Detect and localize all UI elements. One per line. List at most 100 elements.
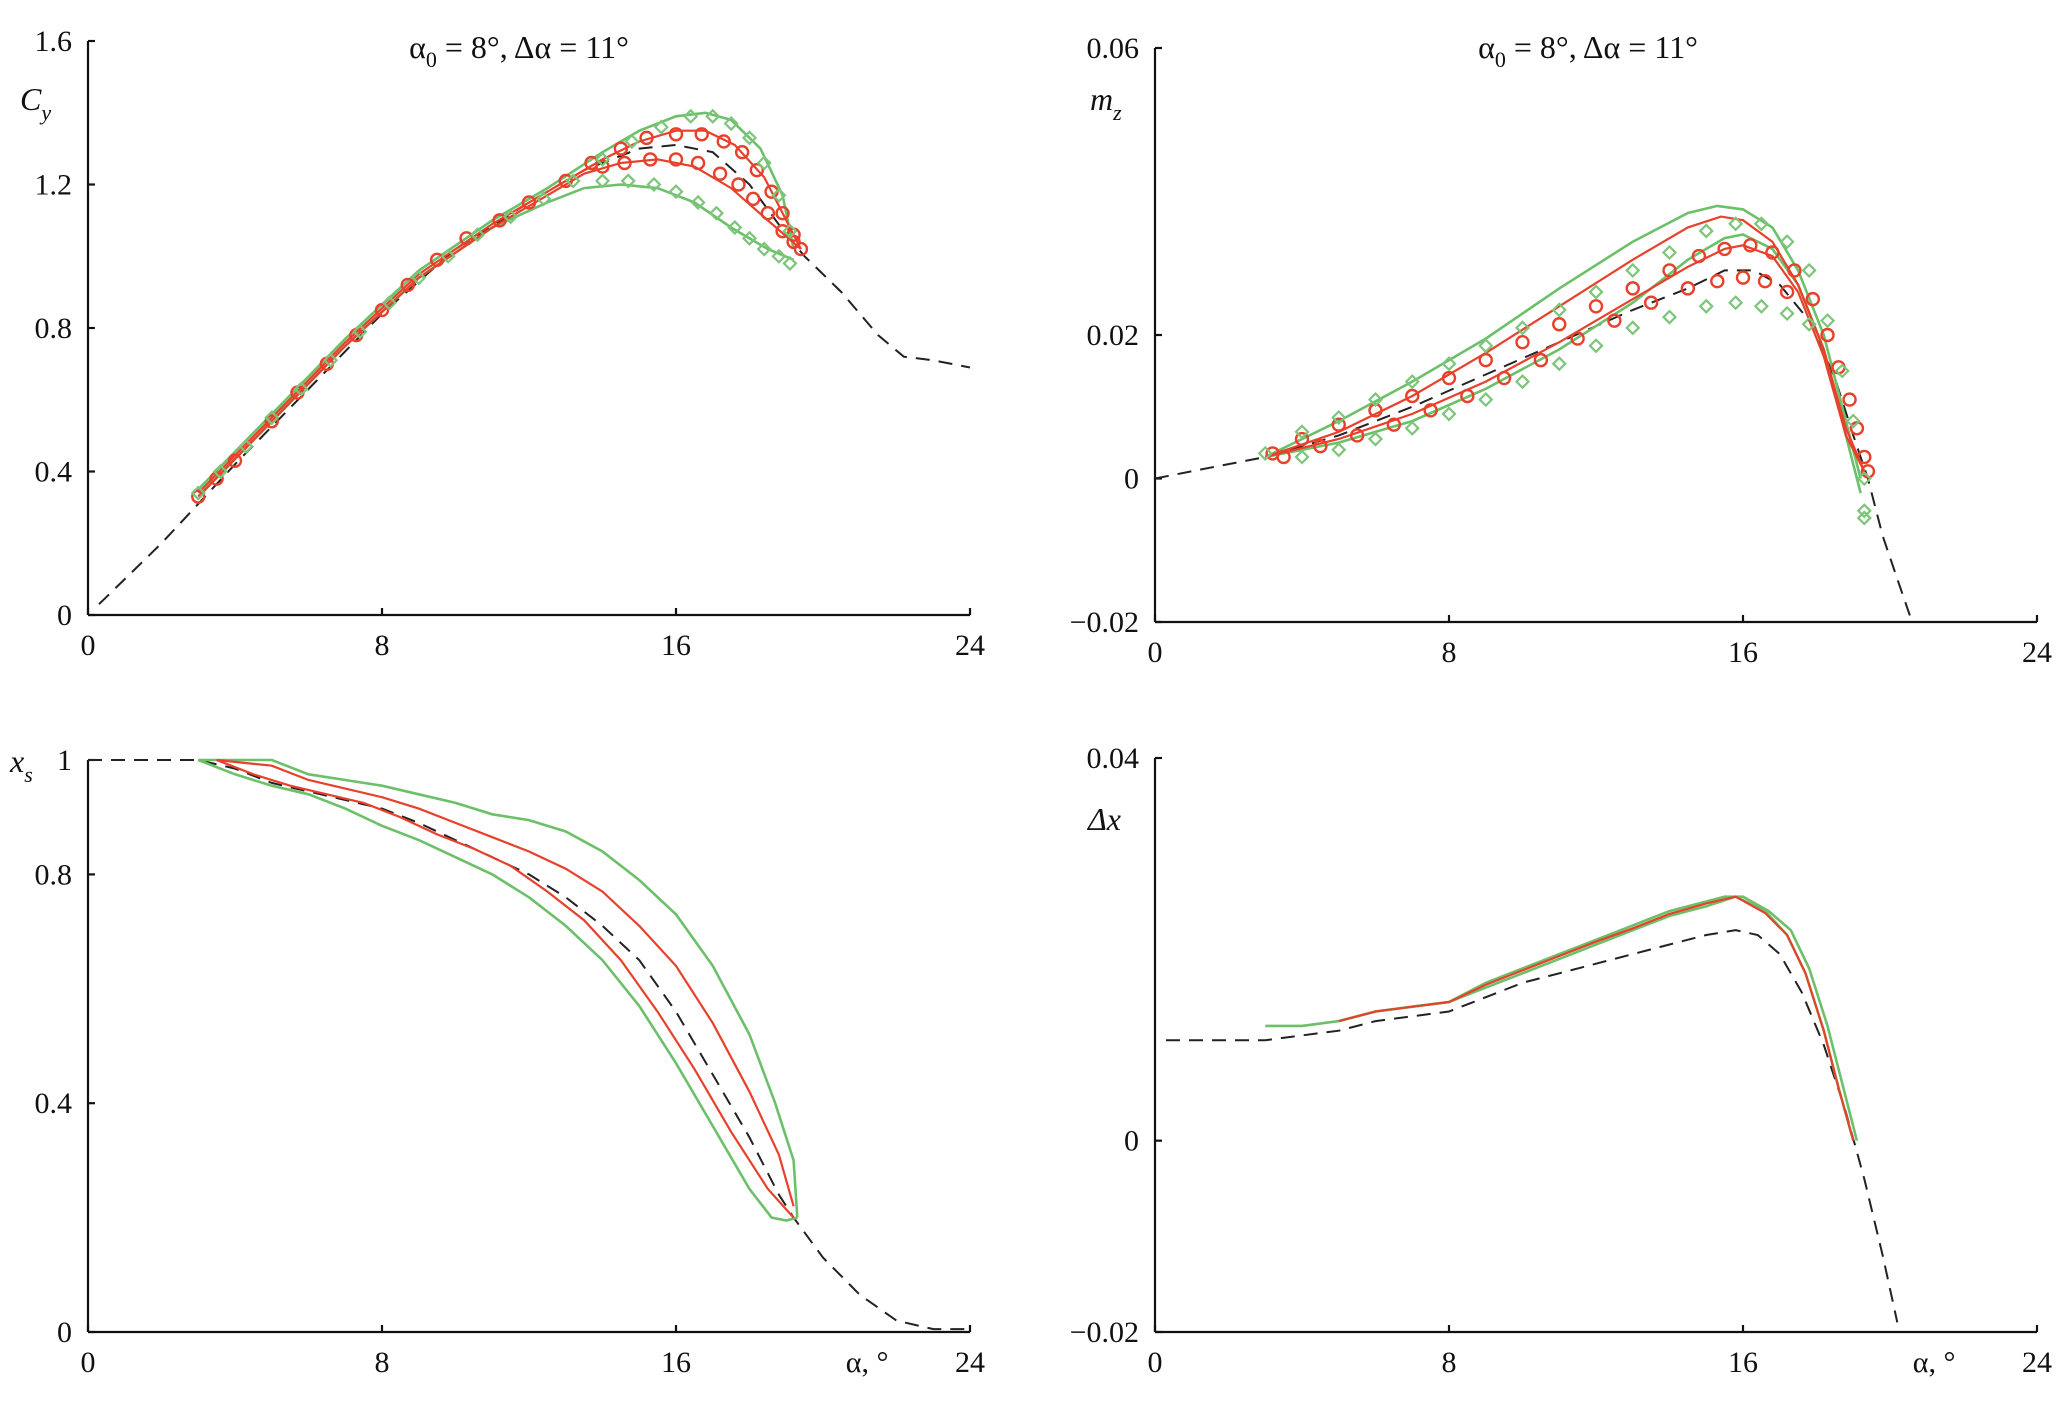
series-green-diamonds-upper bbox=[190, 108, 798, 501]
data-point-diamond bbox=[1367, 431, 1384, 447]
data-point-diamond bbox=[1367, 392, 1384, 408]
data-point-circle bbox=[1313, 439, 1328, 454]
y-tick-label: 0 bbox=[57, 1316, 72, 1349]
data-point-diamond bbox=[653, 119, 669, 135]
data-point-diamond bbox=[723, 115, 739, 132]
data-point-circle bbox=[643, 152, 658, 167]
data-point-diamond bbox=[1294, 424, 1310, 440]
data-point-diamond bbox=[293, 381, 309, 397]
series-line bbox=[197, 111, 795, 491]
series-line bbox=[1264, 204, 1862, 479]
data-point-circle bbox=[1779, 284, 1795, 300]
data-point-diamond bbox=[1551, 302, 1567, 318]
x-tick-label: 8 bbox=[1442, 1346, 1457, 1379]
data-point-diamond bbox=[1728, 295, 1744, 311]
data-point-diamond bbox=[771, 187, 787, 203]
series-line bbox=[197, 158, 802, 498]
data-point-diamond bbox=[1753, 298, 1769, 314]
y-axis-label: mz bbox=[1090, 81, 1122, 125]
data-point-diamond bbox=[1257, 445, 1273, 461]
data-point-diamond bbox=[503, 209, 519, 225]
data-point-diamond bbox=[1588, 338, 1604, 354]
x-tick-label: 8 bbox=[1442, 636, 1457, 669]
data-point-diamond bbox=[1801, 262, 1817, 278]
data-point-circle bbox=[400, 277, 415, 293]
y-tick-label: −0.02 bbox=[1070, 1316, 1139, 1349]
data-point-circle bbox=[1757, 273, 1773, 289]
data-point-circle bbox=[595, 159, 610, 174]
data-point-circle bbox=[690, 155, 706, 171]
series-red-circles-upper bbox=[191, 127, 809, 504]
series-line bbox=[1166, 929, 1899, 1323]
series-red-upper bbox=[1264, 215, 1866, 472]
data-point-circle bbox=[760, 205, 776, 221]
data-point-circle bbox=[1294, 431, 1310, 447]
panel-dx: 0 8 16 24 −0.02 0 0.04 Δx α, ° bbox=[1070, 742, 2052, 1379]
panel-cy: 0 8 16 24 0 0.4 0.8 1.2 1.6 Cy α0 = 8°, Δα = 11° bbox=[20, 25, 985, 662]
data-point-diamond bbox=[352, 324, 368, 340]
data-point-diamond bbox=[782, 255, 798, 271]
series-line bbox=[98, 143, 971, 605]
data-point-diamond bbox=[440, 248, 456, 264]
data-point-diamond bbox=[741, 130, 758, 146]
series-line bbox=[88, 759, 970, 1331]
y-axis-label: Cy bbox=[20, 81, 51, 125]
data-point-diamond bbox=[1856, 510, 1872, 526]
data-point-diamond bbox=[1331, 409, 1347, 426]
data-point-diamond bbox=[1404, 420, 1420, 436]
series-red-circles-upper bbox=[1265, 238, 1876, 479]
series-red-lower bbox=[216, 758, 795, 1219]
data-point-diamond bbox=[322, 352, 339, 368]
panel-xs: 0 8 16 24 0 0.4 0.8 1 xs α, ° bbox=[9, 743, 985, 1379]
series-line bbox=[1265, 233, 1862, 494]
x-tick-label: 0 bbox=[1148, 636, 1163, 669]
data-point-diamond bbox=[690, 194, 706, 210]
data-point-circle bbox=[1607, 313, 1622, 328]
data-point-circle bbox=[459, 231, 474, 246]
y-tick-label: 0.02 bbox=[1087, 319, 1140, 352]
data-point-diamond bbox=[536, 191, 552, 207]
x-tick-label: 24 bbox=[2022, 636, 2052, 669]
x-tick-label: 0 bbox=[81, 1346, 96, 1379]
data-point-circle bbox=[264, 414, 279, 429]
data-point-circle bbox=[775, 223, 790, 239]
series-green-upper bbox=[1265, 895, 1859, 1142]
x-tick-label: 16 bbox=[1728, 636, 1758, 669]
data-point-circle bbox=[558, 173, 573, 189]
data-point-diamond bbox=[1779, 305, 1795, 322]
y-tick-label: 1 bbox=[57, 744, 72, 777]
data-point-circle bbox=[1478, 352, 1493, 368]
data-point-diamond bbox=[756, 241, 772, 257]
data-point-circle bbox=[1331, 417, 1346, 432]
data-point-diamond bbox=[190, 485, 206, 501]
y-axis-label: Δx bbox=[1086, 801, 1121, 837]
data-point-diamond bbox=[741, 230, 758, 246]
series-line bbox=[198, 758, 799, 1218]
data-point-circle bbox=[1662, 263, 1677, 278]
data-point-diamond bbox=[1294, 449, 1310, 465]
data-point-diamond bbox=[594, 151, 611, 167]
y-tick-label: 0.4 bbox=[35, 1087, 73, 1120]
y-axis-label: xs bbox=[9, 743, 33, 787]
data-point-diamond bbox=[1661, 244, 1678, 261]
data-point-circle bbox=[731, 177, 746, 192]
x-tick-label: 16 bbox=[661, 1346, 691, 1379]
data-point-circle bbox=[668, 127, 684, 142]
data-point-diamond bbox=[212, 463, 228, 480]
x-tick-label: 16 bbox=[661, 629, 691, 662]
data-point-diamond bbox=[782, 223, 798, 239]
data-point-circle bbox=[745, 191, 761, 207]
series-line bbox=[1338, 895, 1855, 1141]
data-point-diamond bbox=[1441, 406, 1457, 422]
data-point-diamond bbox=[1834, 363, 1850, 379]
data-point-diamond bbox=[1819, 313, 1836, 329]
series-line bbox=[216, 758, 795, 1219]
data-point-circle bbox=[1717, 241, 1732, 257]
data-point-circle bbox=[492, 213, 507, 228]
series-red-circles-lower bbox=[595, 152, 801, 250]
data-point-diamond bbox=[1698, 298, 1714, 314]
series-line bbox=[1265, 895, 1859, 1142]
series-red-upper bbox=[216, 758, 795, 1207]
panel-mz: 0 8 16 24 −0.02 0 0.02 0.06 mz α0 = 8°, Δα = 11° bbox=[1070, 29, 2052, 669]
